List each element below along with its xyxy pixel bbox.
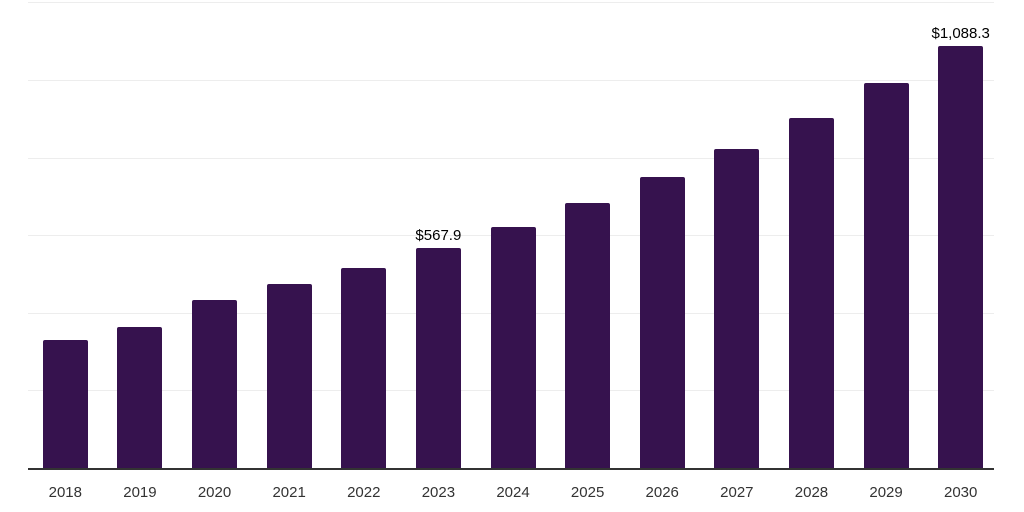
bar-2024 [490, 227, 536, 468]
x-tick-label-2021: 2021 [272, 484, 306, 501]
bar-2029 [863, 82, 909, 468]
bar-2025 [565, 202, 611, 468]
x-tick-label-2026: 2026 [645, 484, 679, 501]
x-tick-label-2022: 2022 [347, 484, 381, 501]
bar-2021 [266, 284, 312, 468]
x-axis-line [28, 468, 994, 470]
x-tick-label-2024: 2024 [496, 484, 530, 501]
x-tick-label-2030: 2030 [944, 484, 978, 501]
x-tick-label-2029: 2029 [869, 484, 903, 501]
gridline-1200 [28, 2, 994, 4]
bar-2023 [415, 247, 461, 468]
bar-2019 [117, 327, 163, 468]
x-tick-label-2023: 2023 [421, 484, 456, 501]
bar-value-label-2030: $1,088.3 [931, 24, 990, 42]
bar-2027 [714, 149, 760, 468]
x-tick-label-2020: 2020 [197, 484, 232, 501]
gridline-1000 [28, 80, 994, 81]
bar-2022 [341, 267, 387, 468]
bar-value-label-2023: $567.9 [415, 226, 462, 244]
gridline-800 [28, 157, 994, 159]
x-tick-label-2018: 2018 [48, 484, 82, 501]
bar-2026 [639, 177, 685, 468]
x-tick-label-2025: 2025 [570, 484, 605, 501]
bar-2030 [938, 45, 984, 468]
x-tick-label-2027: 2027 [720, 484, 754, 501]
x-tick-label-2028: 2028 [794, 484, 829, 501]
bar-2028 [788, 117, 834, 468]
bar-2020 [192, 299, 238, 468]
bar-2018 [42, 339, 88, 468]
x-tick-label-2019: 2019 [123, 484, 157, 501]
